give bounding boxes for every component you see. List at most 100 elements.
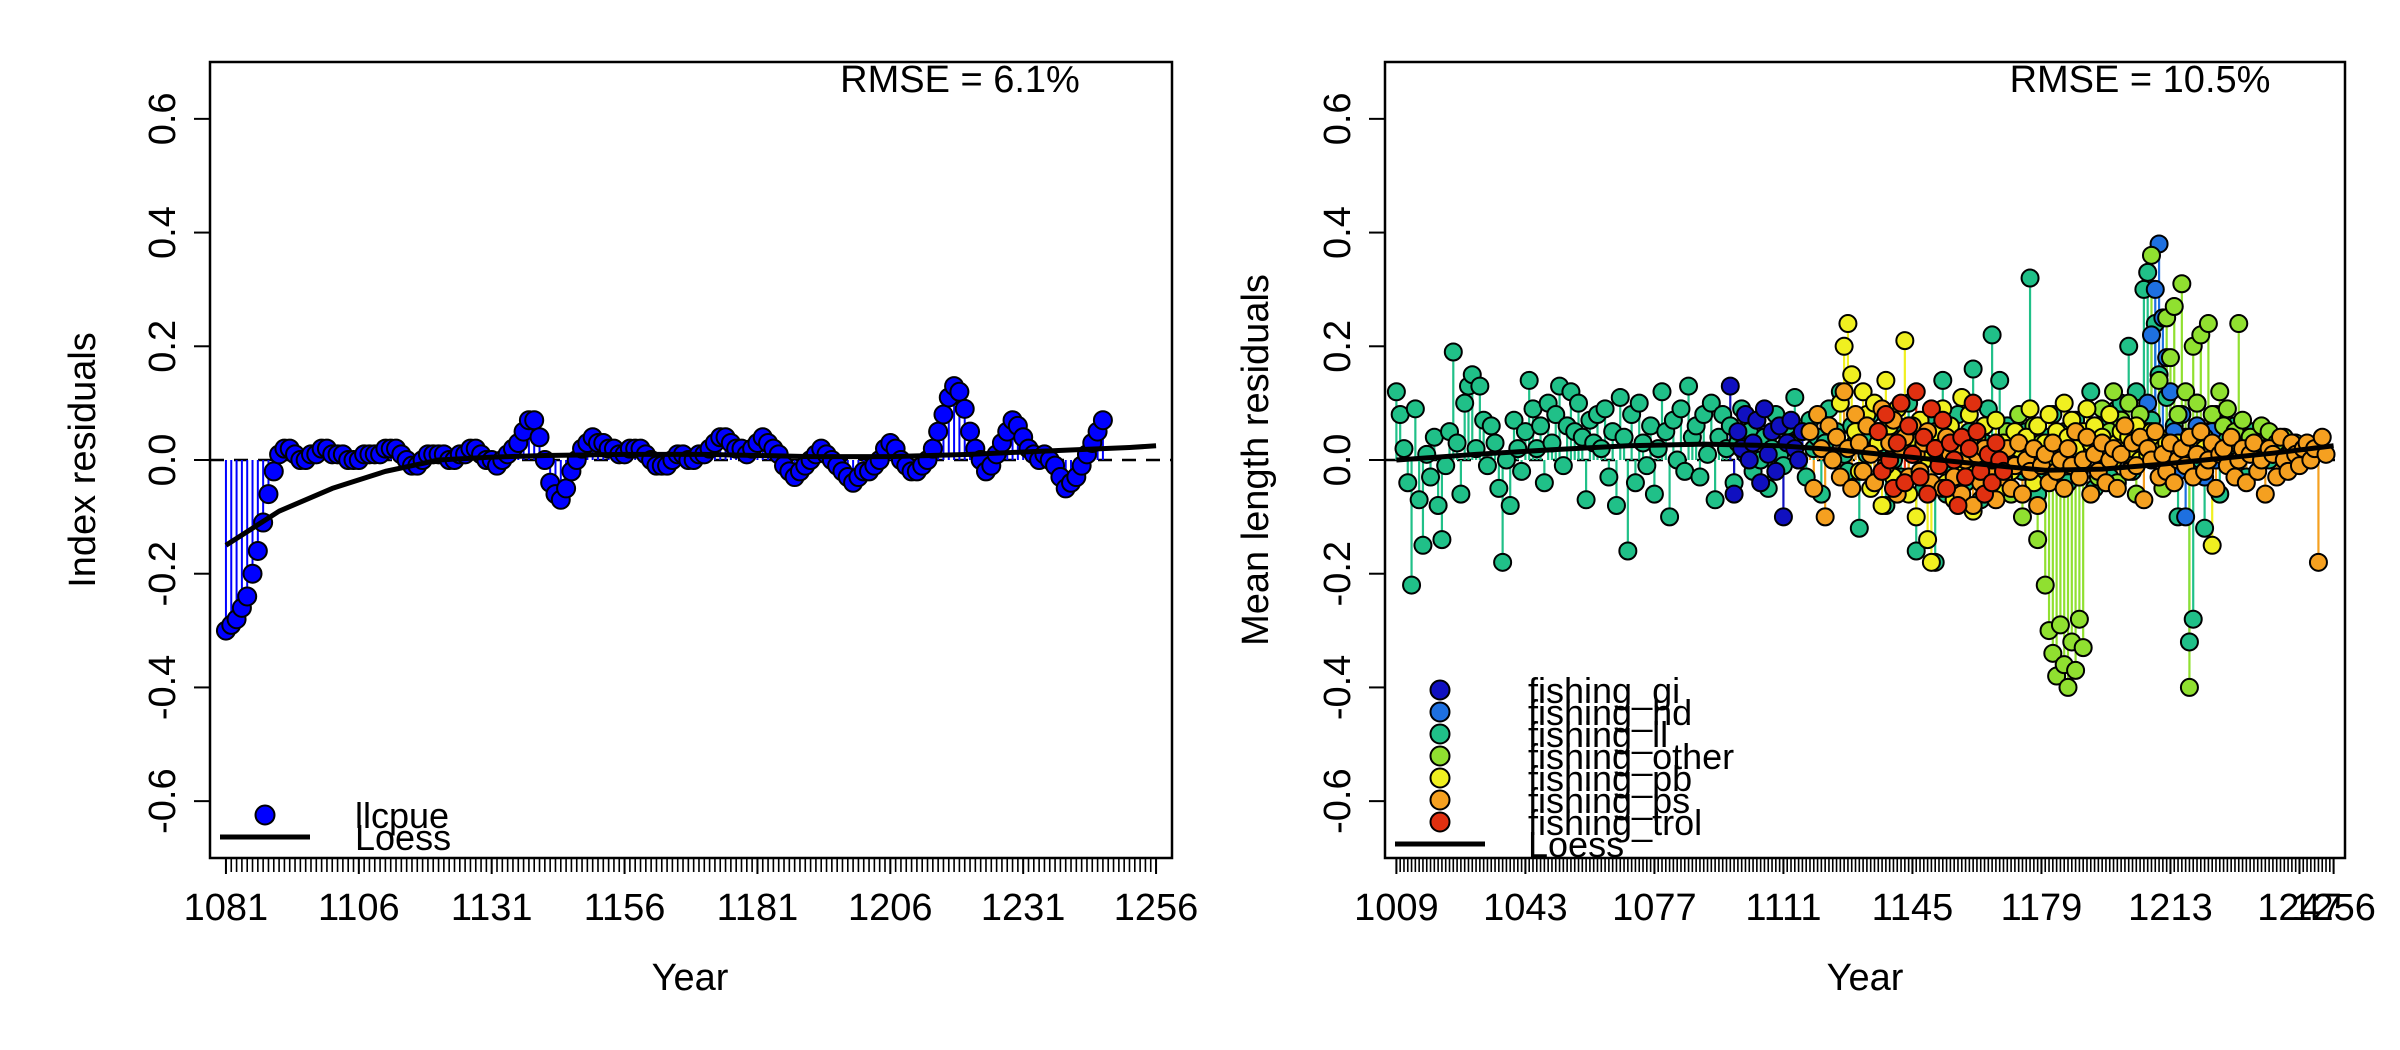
right-fishing-ll-point	[1531, 416, 1551, 436]
left-x-tick-label: 1181	[717, 887, 799, 929]
right-fishing-ll-point	[1409, 490, 1429, 510]
right-fishing-ll-point	[1849, 518, 1869, 538]
right-fishing-ll-point	[1660, 507, 1680, 527]
right-fishing-other-point	[2119, 393, 2139, 413]
left-llcpue-point	[529, 427, 550, 448]
right-fishing-ll-point	[2179, 632, 2199, 652]
left-llcpue-point	[258, 484, 279, 505]
right-fishing-ps-point	[1853, 461, 1873, 481]
right-fishing-trol-point	[1986, 433, 2006, 453]
right-fishing-trol-point	[1918, 484, 1938, 504]
right-fishing-ps-point	[2236, 473, 2256, 493]
right-fishing-ll-point	[1534, 473, 1554, 493]
right-fishing-ll-point	[1990, 370, 2010, 390]
right-fishing-other-point	[2035, 575, 2055, 595]
right-fishing-ll-point	[1519, 370, 1539, 390]
right-fishing-ps-point	[1804, 478, 1824, 498]
right-fishing-ll-point	[1595, 399, 1615, 419]
right-fishing-ps-point	[2164, 473, 2184, 493]
right-fishing-other-point	[2217, 399, 2237, 419]
right-fishing-ll-point	[1394, 439, 1414, 459]
right-fishing-pb-point	[2039, 405, 2059, 425]
right-fishing-ll-point	[1576, 490, 1596, 510]
right-fishing-other-point	[2198, 314, 2218, 334]
right-fishing-other-point	[2233, 410, 2253, 430]
right-x-tick-label: 1256	[2291, 887, 2376, 929]
left-llcpue-point	[237, 586, 258, 607]
right-fishing-trol-point	[1921, 399, 1941, 419]
right-legend-fishing-ll-symbol	[1429, 723, 1451, 745]
right-fishing-ps-point	[1823, 450, 1843, 470]
left-plot-area	[208, 60, 1174, 860]
right-fishing-ll-point	[1701, 393, 1721, 413]
right-legend-fishing-ps-label: fishing_ps	[1528, 780, 1690, 821]
right-legend-fishing-pb-label: fishing_pb	[1528, 758, 1692, 799]
right-fishing-trol-point	[1959, 439, 1979, 459]
right-fishing-gi-point	[1766, 461, 1786, 481]
right-fishing-ps-point	[1830, 467, 1850, 487]
right-legend-fishing-gi-symbol	[1429, 679, 1451, 701]
right-fishing-ll-point	[1447, 433, 1467, 453]
right-fishing-ll-point	[2020, 268, 2040, 288]
right-fishing-hd-point	[2141, 325, 2161, 345]
right-fishing-ll-point	[1481, 416, 1501, 436]
right-fishing-gi-point	[1789, 450, 1809, 470]
right-fishing-ll-point	[1470, 376, 1490, 396]
right-fishing-trol-point	[1876, 405, 1896, 425]
right-y-tick-label: 0.4	[1317, 206, 1359, 259]
left-y-tick-label: 0.0	[142, 434, 184, 487]
right-fishing-ll-point	[1489, 478, 1509, 498]
right-fishing-ps-point	[2221, 427, 2241, 447]
right-fishing-other-point	[2176, 382, 2196, 402]
right-fishing-ps-point	[2115, 416, 2135, 436]
right-fishing-other-point	[2187, 393, 2207, 413]
right-x-tick-label: 1179	[2001, 887, 2083, 929]
right-fishing-ll-point	[1785, 387, 1805, 407]
right-fishing-trol-point	[1982, 473, 2002, 493]
right-fishing-ll-point	[1614, 427, 1634, 447]
right-y-tick-label: 0.6	[1317, 92, 1359, 145]
right-fishing-ll-point	[1933, 370, 1953, 390]
left-x-tick-label: 1231	[981, 887, 1066, 929]
right-fishing-other-point	[2028, 530, 2048, 550]
right-y-tick-label: 0.0	[1317, 434, 1359, 487]
right-fishing-pb-point	[2020, 399, 2040, 419]
right-legend-fishing-ps-symbol	[1429, 789, 1451, 811]
right-fishing-trol-point	[1910, 467, 1930, 487]
left-legend-llcpue-symbol	[254, 804, 276, 826]
right-fishing-other-point	[2069, 609, 2089, 629]
right-x-tick-label: 1009	[1354, 887, 1439, 929]
right-fishing-ll-point	[1690, 467, 1710, 487]
left-x-tick-label: 1156	[584, 887, 666, 929]
right-fishing-trol-point	[1967, 422, 1987, 442]
right-legend: fishing_gifishing_hdfishing_llfishing_ot…	[1395, 670, 1734, 865]
left-llcpue-point	[556, 478, 577, 499]
right-fishing-pb-point	[1876, 370, 1896, 390]
right-legend-fishing-trol-label: fishing_trol	[1528, 802, 1702, 843]
left-llcpue-point	[954, 398, 975, 419]
right-fishing-gi-point	[1781, 410, 1801, 430]
left-rmse-annotation: RMSE = 6.1%	[840, 59, 1080, 101]
right-fishing-ps-point	[2054, 478, 2074, 498]
right-fishing-hd-point	[2176, 507, 2196, 527]
right-fishing-other-point	[2043, 643, 2063, 663]
right-fishing-other-point	[2141, 245, 2161, 265]
right-legend-fishing-ll-label: fishing_ll	[1528, 714, 1668, 755]
right-fishing-ps-point	[2312, 427, 2332, 447]
left-llcpue-point	[247, 540, 268, 561]
right-fishing-trol-point	[1914, 427, 1934, 447]
left-panel-index-residuals: RMSE = 6.1% Year Index residuals llcpueL…	[62, 59, 1198, 999]
right-fishing-gi-point	[1720, 376, 1740, 396]
right-fishing-trol-point	[1887, 433, 1907, 453]
left-llcpue-point	[960, 421, 981, 442]
right-fishing-ll-point	[1982, 325, 2002, 345]
right-fishing-pb-point	[2054, 393, 2074, 413]
right-fishing-ps-point	[2028, 495, 2048, 515]
right-x-tick-label: 1043	[1483, 887, 1568, 929]
right-fishing-ps-point	[2206, 478, 2226, 498]
right-y-axis-title: Mean length residuals	[1235, 274, 1277, 646]
right-fishing-ll-point	[1477, 456, 1497, 476]
left-y-tick-label: -0.2	[142, 541, 184, 606]
left-y-axis: -0.6 -0.4 -0.2 0.0 0.2 0.4 0.6	[142, 92, 210, 834]
